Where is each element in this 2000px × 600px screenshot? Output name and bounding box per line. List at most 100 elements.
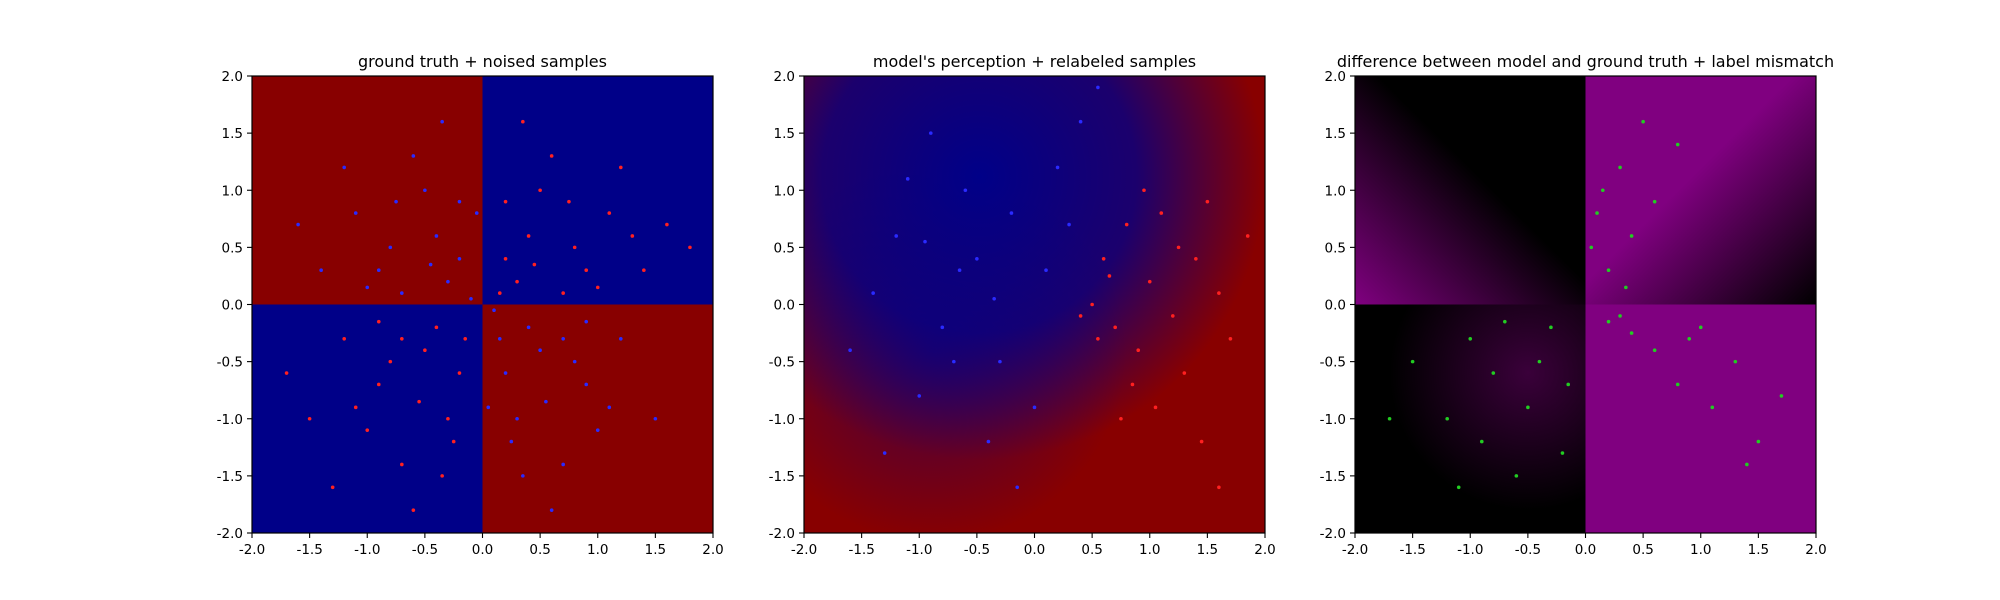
data-point xyxy=(492,308,496,313)
data-point xyxy=(1387,416,1392,421)
data-point xyxy=(1652,348,1657,353)
data-point xyxy=(342,165,347,170)
data-point xyxy=(1107,274,1112,278)
data-point xyxy=(1606,268,1611,273)
data-point xyxy=(521,474,525,478)
data-point xyxy=(905,177,910,181)
x-tick-label: -0.5 xyxy=(1515,542,1541,558)
x-tick-label: 2.0 xyxy=(1805,542,1826,558)
x-tick-label: 1.0 xyxy=(1690,542,1711,558)
y-tick-label: -1.5 xyxy=(769,469,795,485)
x-tick-label: 2.0 xyxy=(1254,542,1275,558)
data-point xyxy=(497,291,502,295)
data-point xyxy=(561,462,565,467)
data-point xyxy=(1176,245,1181,250)
axis-ticks: -2.0 -1.5 -1.0 -0.5 0.0 0.5 1.0 1.5 2.0 -2.0 -1.5 -… xyxy=(769,69,1276,558)
data-point xyxy=(1044,268,1048,273)
data-point xyxy=(584,382,589,387)
data-point xyxy=(957,268,962,273)
data-point xyxy=(1629,331,1634,335)
y-tick-label: 2.0 xyxy=(1325,69,1346,85)
data-point xyxy=(1514,474,1519,478)
data-point xyxy=(521,119,525,124)
x-tick-label: -0.5 xyxy=(412,542,438,558)
data-point xyxy=(1067,222,1071,227)
data-point xyxy=(595,285,600,290)
data-point xyxy=(1101,257,1106,261)
data-point xyxy=(1153,405,1158,410)
x-tick-label: 0.5 xyxy=(1081,542,1102,558)
data-point xyxy=(394,199,398,204)
data-point xyxy=(963,188,968,193)
x-tick-label: 0.5 xyxy=(1632,542,1653,558)
data-point xyxy=(1194,257,1198,261)
x-tick-label: -1.0 xyxy=(1457,542,1483,558)
scatter-points xyxy=(1387,119,1784,490)
y-tick-label: 0.0 xyxy=(222,298,243,314)
data-point xyxy=(561,291,565,295)
data-point xyxy=(923,239,927,244)
data-point xyxy=(469,296,473,301)
data-point xyxy=(446,279,450,284)
quadrant-top-right xyxy=(482,76,713,305)
x-tick-label: 0.0 xyxy=(1575,542,1596,558)
data-point xyxy=(515,279,519,284)
data-point xyxy=(1199,439,1204,444)
data-point xyxy=(1537,359,1542,364)
data-point xyxy=(1032,405,1037,410)
y-tick-label: -2.0 xyxy=(217,526,243,542)
data-point xyxy=(457,199,462,204)
data-point xyxy=(1096,336,1100,341)
data-point xyxy=(515,416,519,421)
data-point xyxy=(1779,394,1784,398)
y-tick-label: 0.5 xyxy=(222,240,243,256)
data-point xyxy=(1468,336,1473,341)
data-point xyxy=(538,348,542,353)
x-tick-label: 0.0 xyxy=(472,542,493,558)
y-tick-label: -1.0 xyxy=(769,412,795,428)
data-point xyxy=(532,262,537,267)
data-point xyxy=(330,485,335,490)
data-point xyxy=(561,336,565,341)
data-point xyxy=(463,336,468,341)
data-point xyxy=(928,131,933,135)
data-point xyxy=(1710,405,1715,410)
y-tick-label: 0.0 xyxy=(774,298,795,314)
plot-background xyxy=(804,76,1265,533)
series-0 xyxy=(1078,188,1250,490)
y-tick-label: -0.5 xyxy=(217,355,243,371)
plot-background xyxy=(252,76,713,533)
data-point xyxy=(503,371,508,375)
data-point xyxy=(353,211,358,215)
data-point xyxy=(296,222,300,227)
panel-ground-truth: -2.0 -1.5 -1.0 -0.5 0.0 0.5 1.0 1.5 2.0 -2.0 -1.5 -… xyxy=(217,52,724,558)
data-point xyxy=(376,382,381,387)
data-point xyxy=(653,416,658,421)
data-point xyxy=(882,451,887,455)
data-point xyxy=(423,348,427,353)
data-point xyxy=(1733,359,1738,364)
data-point xyxy=(1171,314,1175,318)
data-point xyxy=(497,336,502,341)
data-point xyxy=(1228,336,1233,341)
data-point xyxy=(388,245,393,250)
data-point xyxy=(1124,222,1129,227)
x-tick-label: -1.0 xyxy=(354,542,380,558)
y-tick-label: 2.0 xyxy=(774,69,795,85)
x-tick-label: -1.0 xyxy=(906,542,932,558)
data-point xyxy=(1606,319,1611,324)
data-point xyxy=(486,405,491,410)
data-point xyxy=(1078,314,1083,318)
data-point xyxy=(607,211,612,215)
axis-ticks: -2.0 -1.5 -1.0 -0.5 0.0 0.5 1.0 1.5 2.0 -2.0 -1.5 -… xyxy=(1320,69,1827,558)
data-point xyxy=(526,234,531,238)
data-point xyxy=(1078,119,1083,124)
y-tick-label: 2.0 xyxy=(222,69,243,85)
data-point xyxy=(376,319,381,324)
data-point xyxy=(917,394,922,398)
data-point xyxy=(975,257,979,261)
data-point xyxy=(400,291,404,295)
x-tick-label: -1.5 xyxy=(848,542,874,558)
y-tick-label: -2.0 xyxy=(769,526,795,542)
data-point xyxy=(1652,199,1657,204)
